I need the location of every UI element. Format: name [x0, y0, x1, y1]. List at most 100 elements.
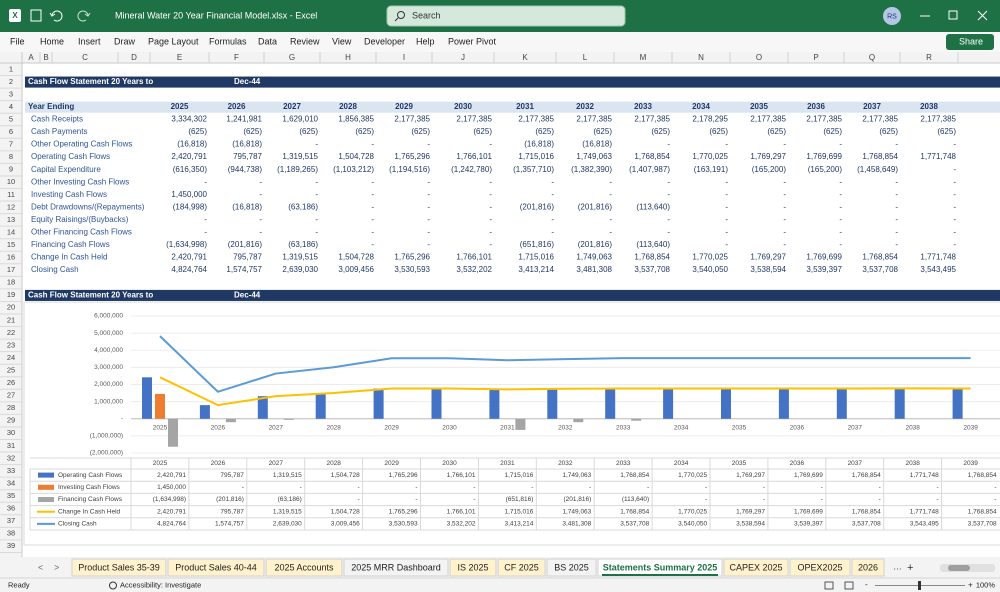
cell-value[interactable]: (625): [535, 127, 554, 136]
cell-value[interactable]: -: [204, 177, 207, 186]
cell-value[interactable]: (113,640): [636, 240, 670, 249]
row-header[interactable]: 15: [7, 240, 15, 249]
row-header[interactable]: 36: [7, 504, 15, 513]
menu-item[interactable]: File: [10, 36, 25, 46]
cell-value[interactable]: -: [953, 228, 956, 237]
cell-value[interactable]: (1,242,780): [451, 165, 492, 174]
cell-value[interactable]: (16,818): [582, 140, 612, 149]
cell-value[interactable]: 1,771,748: [920, 152, 956, 161]
column-header[interactable]: O: [756, 53, 762, 62]
cell-value[interactable]: -: [259, 228, 262, 237]
cell-value[interactable]: 1,768,854: [862, 253, 898, 262]
sheet-tab-label[interactable]: IS 2025: [457, 562, 488, 572]
sheet-tab[interactable]: [497, 558, 546, 577]
cell-value[interactable]: 1,766,101: [456, 152, 492, 161]
tab-scroll-left[interactable]: <: [38, 562, 43, 572]
zoom-thumb[interactable]: [918, 581, 921, 590]
column-header[interactable]: D: [131, 53, 137, 62]
cell-value[interactable]: (625): [651, 127, 670, 136]
cell-value[interactable]: -: [371, 140, 374, 149]
row-header[interactable]: 2: [9, 77, 13, 86]
cell-value[interactable]: 2,178,295: [692, 115, 728, 124]
row-header[interactable]: 30: [7, 428, 15, 437]
cell-value[interactable]: -: [489, 140, 492, 149]
cell-value[interactable]: (16,818): [177, 140, 207, 149]
scrollbar-thumb[interactable]: [948, 565, 970, 571]
cell-value[interactable]: -: [953, 215, 956, 224]
row-header[interactable]: 23: [7, 340, 15, 349]
tab-scroll-right[interactable]: >: [54, 562, 59, 572]
cell-value[interactable]: 1,504,728: [338, 253, 374, 262]
cell-value[interactable]: 1,241,981: [226, 115, 262, 124]
row-header[interactable]: 10: [7, 177, 15, 186]
cell-value[interactable]: (625): [299, 127, 318, 136]
cell-value[interactable]: -: [259, 190, 262, 199]
add-sheet[interactable]: +: [907, 562, 913, 574]
cell-value[interactable]: -: [489, 202, 492, 211]
cell-value[interactable]: -: [725, 140, 728, 149]
cell-value[interactable]: -: [489, 177, 492, 186]
sheet-tab[interactable]: [71, 558, 167, 577]
cell-value[interactable]: 1,770,025: [692, 253, 728, 262]
cell-value[interactable]: (1,382,390): [571, 165, 612, 174]
cell-value[interactable]: 3,538,594: [750, 265, 786, 274]
column-header[interactable]: M: [640, 53, 647, 62]
cell-value[interactable]: -: [725, 202, 728, 211]
cell-value[interactable]: -: [609, 177, 612, 186]
cell-value[interactable]: 1,715,016: [518, 152, 554, 161]
cell-value[interactable]: -: [953, 190, 956, 199]
cell-value[interactable]: -: [427, 202, 430, 211]
cell-value[interactable]: -: [895, 215, 898, 224]
cell-value[interactable]: (625): [767, 127, 786, 136]
cell-value[interactable]: (113,640): [636, 202, 670, 211]
cell-value[interactable]: (16,818): [232, 140, 262, 149]
menu-item[interactable]: Insert: [78, 36, 101, 46]
cell-value[interactable]: -: [667, 190, 670, 199]
cell-value[interactable]: 4,824,764: [171, 265, 207, 274]
cell-value[interactable]: 2,177,385: [750, 115, 786, 124]
cell-value[interactable]: -: [895, 240, 898, 249]
status-accessibility[interactable]: Accessibility: Investigate: [120, 580, 201, 589]
undo-icon[interactable]: [49, 10, 63, 22]
menu-item[interactable]: Developer: [364, 36, 405, 46]
cell-value[interactable]: -: [839, 190, 842, 199]
column-header[interactable]: I: [403, 53, 405, 62]
cell-value[interactable]: -: [371, 215, 374, 224]
row-header[interactable]: 38: [7, 529, 15, 538]
cell-value[interactable]: 1,768,854: [634, 253, 670, 262]
cell-value[interactable]: (63,186): [288, 240, 318, 249]
cell-value[interactable]: 1,769,699: [806, 253, 842, 262]
cell-value[interactable]: 1,770,025: [692, 152, 728, 161]
cell-value[interactable]: 2,420,791: [171, 152, 207, 161]
row-header[interactable]: 12: [7, 202, 15, 211]
column-header[interactable]: J: [461, 53, 465, 62]
cell-value[interactable]: -: [783, 177, 786, 186]
cell-value[interactable]: 795,787: [233, 152, 262, 161]
cell-value[interactable]: -: [839, 228, 842, 237]
row-header[interactable]: 11: [7, 190, 15, 199]
cell-value[interactable]: -: [783, 140, 786, 149]
row-header[interactable]: 7: [9, 140, 13, 149]
cell-value[interactable]: 1,504,728: [338, 152, 374, 161]
cell-value[interactable]: (625): [593, 127, 612, 136]
cell-value[interactable]: (625): [823, 127, 842, 136]
cell-value[interactable]: -: [204, 215, 207, 224]
cell-value[interactable]: -: [783, 190, 786, 199]
cell-value[interactable]: -: [315, 215, 318, 224]
cell-value[interactable]: -: [783, 228, 786, 237]
cell-value[interactable]: -: [953, 165, 956, 174]
cell-value[interactable]: 3,334,302: [171, 115, 207, 124]
page-layout-view[interactable]: [844, 581, 854, 590]
cell-value[interactable]: 3,530,593: [394, 265, 430, 274]
row-header[interactable]: 28: [7, 403, 15, 412]
menu-item[interactable]: Formulas: [209, 36, 247, 46]
menu-item[interactable]: Power Pivot: [448, 36, 497, 46]
row-header[interactable]: 13: [7, 215, 15, 224]
close-button[interactable]: [977, 10, 988, 21]
row-header[interactable]: 26: [7, 378, 15, 387]
cell-value[interactable]: 795,787: [233, 253, 262, 262]
row-header[interactable]: 31: [7, 441, 15, 450]
row-header[interactable]: 5: [9, 114, 13, 123]
cell-value[interactable]: -: [609, 190, 612, 199]
cell-value[interactable]: 3,413,214: [518, 265, 554, 274]
